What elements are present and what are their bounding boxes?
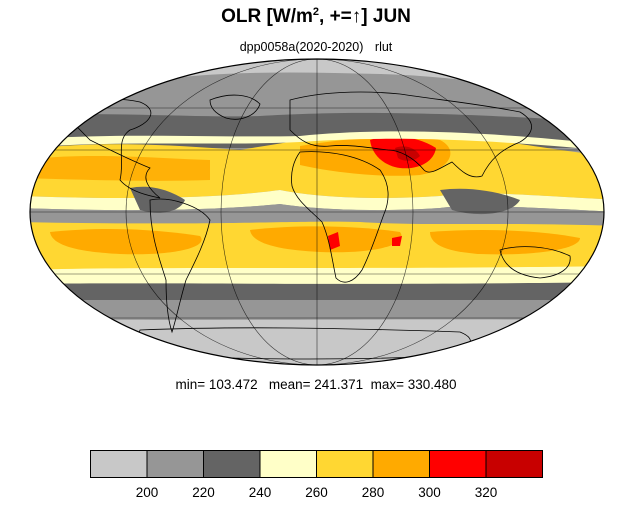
colorbar-boxes bbox=[90, 450, 543, 478]
olr-world-map bbox=[29, 58, 605, 366]
colorbar-tick-label: 220 bbox=[192, 485, 215, 500]
colorbar-tick-label: 240 bbox=[249, 485, 272, 500]
map-border bbox=[29, 58, 605, 366]
experiment-label: dpp0058a(2020-2020) bbox=[239, 40, 364, 54]
colorbar-tick-label: 260 bbox=[305, 485, 328, 500]
colorbar-box bbox=[485, 450, 543, 478]
variable-label: rlut bbox=[374, 40, 393, 54]
colorbar-tick-label: 300 bbox=[418, 485, 441, 500]
colorbar-box bbox=[429, 450, 487, 478]
colorbar-box bbox=[203, 450, 261, 478]
colorbar: 200 220 240 260 280 300 320 bbox=[90, 450, 543, 500]
plot-subtitle: dpp0058a(2020-2020) rlut bbox=[0, 40, 632, 54]
field-statistics: min= 103.472 mean= 241.371 max= 330.480 bbox=[175, 377, 457, 392]
colorbar-box bbox=[90, 450, 148, 478]
colorbar-tick-label: 320 bbox=[475, 485, 498, 500]
colorbar-box bbox=[146, 450, 204, 478]
colorbar-box bbox=[259, 450, 317, 478]
olr-field bbox=[30, 59, 604, 365]
plot-title: OLR [W/m2, +=↑] JUN bbox=[221, 6, 411, 27]
colorbar-labels: 200 220 240 260 280 300 320 bbox=[136, 485, 498, 500]
colorbar-tick-label: 200 bbox=[136, 485, 159, 500]
colorbar-box bbox=[372, 450, 430, 478]
colorbar-tick-label: 280 bbox=[362, 485, 385, 500]
colorbar-box bbox=[316, 450, 374, 478]
